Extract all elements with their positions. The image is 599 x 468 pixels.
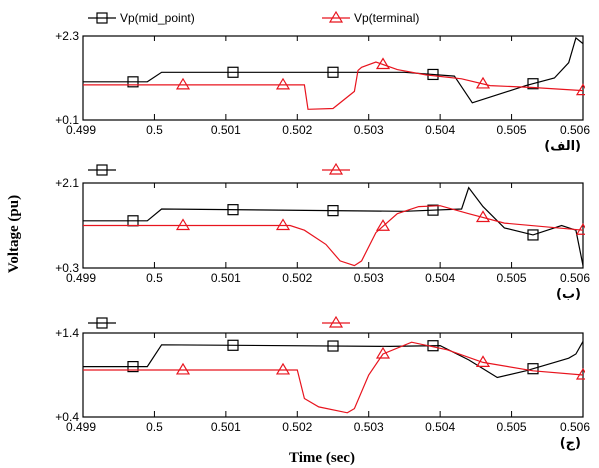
- data-point-marker: [275, 218, 291, 231]
- x-tick-label: 0.503: [354, 420, 384, 434]
- x-tick-label: 0.506: [560, 123, 590, 137]
- legend-marker: [96, 317, 108, 329]
- series-terminal: [83, 205, 585, 267]
- series-line: [83, 205, 584, 267]
- x-tick-label: 0.503: [354, 271, 384, 285]
- chart-panels: 0.499 0.5 0.501 0.502 0.503 0.504 0.505 0.506 +2…: [55, 10, 590, 451]
- legend: Vp(mid_point) Vp(terminal): [88, 10, 419, 25]
- series-line: [83, 36, 584, 104]
- data-point-marker: [175, 218, 191, 231]
- y-tick-label-bottom: +0.3: [55, 261, 79, 275]
- x-tick-label: 0.505: [497, 271, 527, 285]
- data-point-marker: [575, 367, 585, 380]
- data-point-marker: [327, 66, 339, 78]
- legend-marker: [96, 12, 108, 24]
- data-point-marker: [327, 340, 339, 352]
- x-tick-label: 0.499: [66, 420, 96, 434]
- y-tick-label-bottom: +0.1: [55, 113, 79, 127]
- series-terminal: [83, 341, 585, 414]
- data-point-marker: [327, 205, 339, 217]
- x-tick-label: 0.504: [425, 420, 455, 434]
- data-point-marker: [575, 223, 585, 235]
- data-point-marker: [475, 76, 491, 89]
- series-mid-point: [83, 36, 584, 104]
- x-tick-label: 0.505: [497, 420, 527, 434]
- data-point-marker: [175, 77, 191, 90]
- x-tick-label: 0.505: [497, 123, 527, 137]
- x-tick-label: 0.504: [425, 271, 455, 285]
- panel-label: (ب): [556, 287, 581, 302]
- series-line: [83, 341, 584, 414]
- data-point-marker: [527, 363, 539, 375]
- legend: [88, 162, 350, 176]
- x-tick-label: 0.502: [282, 271, 312, 285]
- x-tick-label: 0.5: [146, 271, 163, 285]
- x-tick-label: 0.504: [425, 123, 455, 137]
- legend-marker: [328, 10, 344, 23]
- legend-marker: [328, 315, 344, 328]
- legend-label: Vp(mid_point): [120, 11, 195, 25]
- series-line: [83, 341, 584, 379]
- data-point-marker: [275, 362, 291, 375]
- legend-marker: [328, 162, 344, 175]
- data-point-marker: [175, 362, 191, 375]
- chart-panel-3: 0.499 0.5 0.501 0.502 0.503 0.504 0.505 0.506 +1…: [55, 315, 590, 451]
- legend-label: Vp(terminal): [354, 11, 419, 25]
- data-point-marker: [127, 76, 139, 88]
- x-tick-label: 0.499: [66, 123, 96, 137]
- x-tick-label: 0.501: [211, 123, 241, 137]
- data-point-marker: [227, 339, 239, 351]
- x-axis-title: Time (sec): [289, 450, 355, 466]
- x-tick-label: 0.501: [211, 420, 241, 434]
- data-point-marker: [227, 204, 239, 216]
- panel-label: (ج): [560, 436, 581, 451]
- legend: [88, 315, 350, 329]
- data-point-marker: [375, 346, 391, 359]
- data-point-marker: [375, 57, 391, 70]
- x-tick-label: 0.502: [282, 123, 312, 137]
- legend-marker: [96, 164, 108, 176]
- series-mid-point: [83, 186, 584, 266]
- x-tick-label: 0.5: [146, 420, 163, 434]
- data-point-marker: [475, 210, 491, 223]
- data-point-marker: [227, 66, 239, 78]
- chart-panel-1: 0.499 0.5 0.501 0.502 0.503 0.504 0.505 0.506 +2…: [55, 10, 590, 154]
- y-axis-title: Voltage (pu): [6, 195, 22, 273]
- series-mid-point: [83, 339, 584, 379]
- x-tick-label: 0.502: [282, 420, 312, 434]
- data-point-marker: [527, 78, 539, 90]
- x-tick-label: 0.503: [354, 123, 384, 137]
- data-point-marker: [527, 229, 539, 241]
- plot-frame: [82, 35, 584, 121]
- data-point-marker: [127, 361, 139, 373]
- series-terminal: [83, 57, 585, 110]
- chart-panel-2: 0.499 0.5 0.501 0.502 0.503 0.504 0.505 0.506 +2…: [55, 162, 590, 302]
- data-point-marker: [427, 204, 439, 216]
- data-point-marker: [575, 83, 585, 96]
- series-line: [83, 186, 584, 266]
- panel-label: (الف): [544, 139, 581, 154]
- data-point-marker: [375, 219, 391, 231]
- series-line: [83, 61, 584, 110]
- y-tick-label-top: +2.1: [55, 176, 79, 190]
- x-tick-label: 0.5: [146, 123, 163, 137]
- y-tick-label-top: +1.4: [55, 326, 79, 340]
- x-tick-label: 0.506: [560, 420, 590, 434]
- data-point-marker: [427, 68, 439, 81]
- x-tick-label: 0.506: [560, 271, 590, 285]
- data-point-marker: [275, 77, 291, 90]
- x-tick-label: 0.501: [211, 271, 241, 285]
- data-point-marker: [475, 355, 491, 367]
- y-tick-label-top: +2.3: [55, 29, 79, 43]
- y-tick-label-bottom: +0.4: [55, 410, 79, 424]
- x-tick-label: 0.499: [66, 271, 96, 285]
